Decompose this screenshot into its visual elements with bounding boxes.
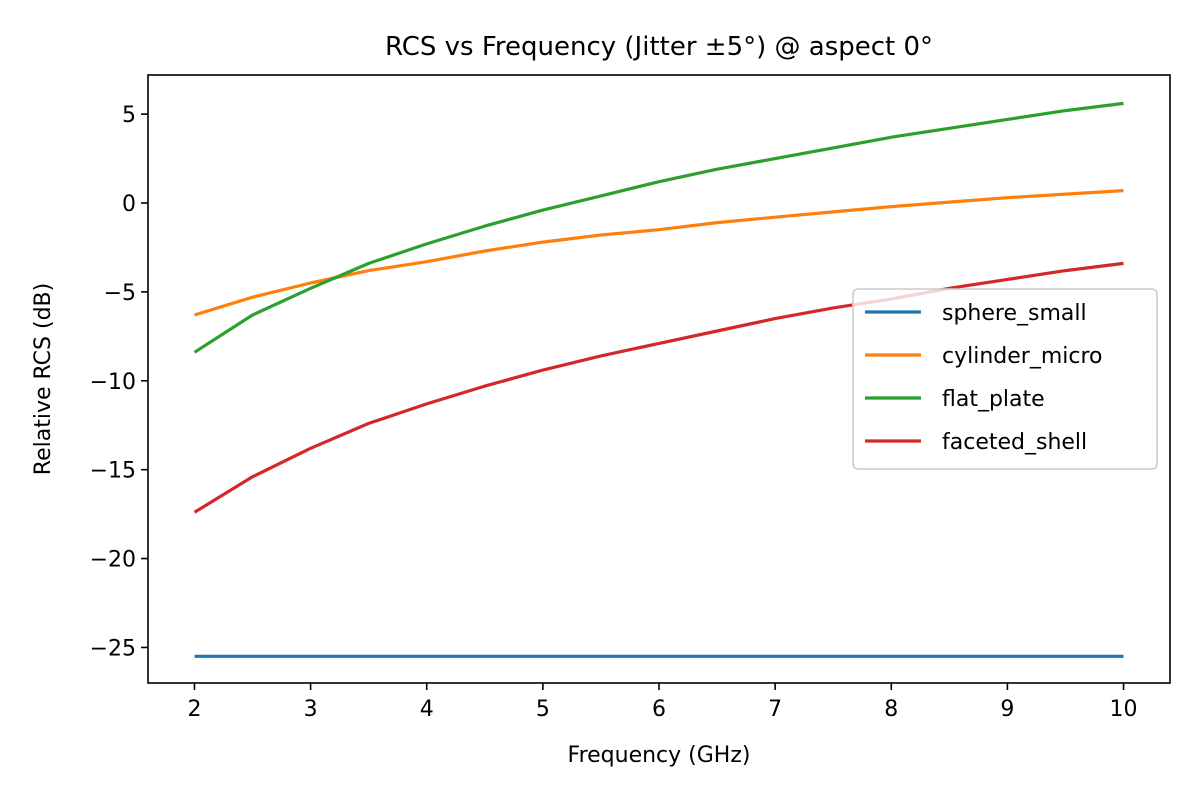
plot-frame — [147, 74, 1171, 684]
x-tick-label: 8 — [884, 697, 898, 722]
series-line-faceted-shell — [193, 261, 1124, 514]
x-tick-label: 4 — [420, 697, 434, 722]
series-layer — [193, 101, 1124, 658]
y-tick-label: −5 — [104, 281, 136, 306]
y-tick-label: −25 — [90, 636, 136, 661]
x-axis-title: Frequency (GHz) — [568, 743, 751, 768]
y-tick-label: 0 — [122, 192, 136, 217]
x-tick-label: 9 — [1000, 697, 1014, 722]
y-tick-label: −15 — [90, 459, 136, 484]
legend-box — [852, 288, 1158, 470]
series-line-flat-plate — [193, 101, 1124, 354]
y-axis-title: Relative RCS (dB) — [31, 283, 56, 475]
x-tick-label: 2 — [187, 697, 201, 722]
x-tick-label: 10 — [1110, 697, 1138, 722]
x-tick-label: 5 — [536, 697, 550, 722]
x-tick-label: 7 — [768, 697, 782, 722]
chart-title: RCS vs Frequency (Jitter ±5°) @ aspect 0… — [385, 32, 933, 62]
series-line-cylinder-micro — [194, 189, 1124, 317]
ticks-layer: 2 3 4 5 6 7 8 9 10 5 0 −5 −10 −15 −20 −25 — [90, 103, 1138, 722]
x-tick-label: 3 — [304, 697, 318, 722]
legend-label: cylinder_micro — [942, 344, 1103, 369]
y-tick-label: 5 — [122, 103, 136, 128]
y-tick-label: −20 — [90, 548, 136, 573]
x-tick-label: 6 — [652, 697, 666, 722]
legend: sphere_small cylinder_micro flat_plateface… — [852, 288, 1158, 470]
legend-label: faceted_shell — [942, 430, 1087, 455]
y-tick-label: −10 — [90, 370, 136, 395]
legend-label: flat_plate — [942, 387, 1045, 412]
legend-label: sphere_small — [942, 301, 1087, 326]
